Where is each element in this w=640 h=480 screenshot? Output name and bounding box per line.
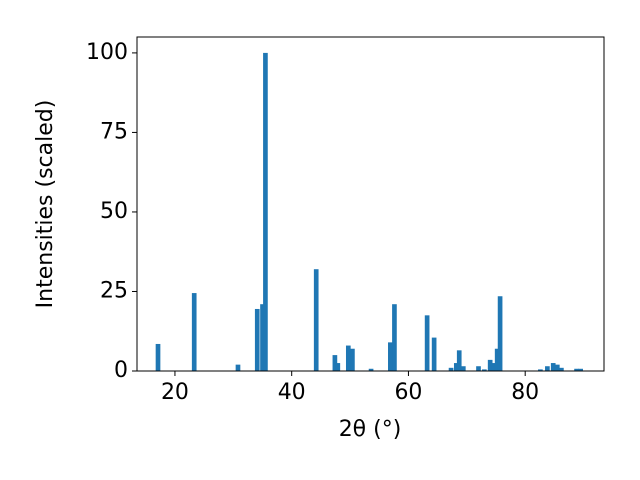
bar	[578, 368, 583, 371]
x-axis-label: 2θ (°)	[339, 417, 402, 442]
bar	[559, 367, 564, 371]
x-tick-label: 60	[394, 380, 422, 405]
bar	[494, 348, 500, 371]
bar	[431, 337, 437, 371]
bar	[460, 366, 466, 371]
bar	[545, 366, 550, 371]
y-tick-label: 50	[100, 199, 128, 224]
bar	[388, 342, 393, 371]
y-tick-label: 75	[100, 119, 128, 144]
bar	[554, 364, 560, 371]
bar	[448, 367, 454, 371]
bar	[491, 363, 497, 371]
bar	[368, 368, 374, 371]
bar	[191, 293, 197, 371]
y-tick-label: 0	[114, 358, 128, 383]
bar	[456, 350, 462, 371]
y-tick-label: 100	[86, 40, 128, 65]
y-tick-label: 25	[100, 278, 128, 303]
bar	[263, 52, 268, 372]
bar	[392, 304, 397, 371]
bar	[350, 348, 355, 371]
y-axis-label: Intensities (scaled)	[33, 100, 58, 309]
bar	[481, 369, 487, 371]
bar	[313, 269, 319, 371]
bar	[345, 345, 351, 371]
bar	[235, 364, 241, 371]
bar	[574, 368, 579, 371]
x-tick-label: 20	[161, 380, 189, 405]
bar	[155, 343, 161, 371]
bar	[260, 304, 265, 371]
bar	[538, 369, 543, 371]
bar	[254, 308, 260, 371]
bar	[424, 315, 430, 371]
plot-frame	[136, 36, 605, 372]
bar	[453, 363, 459, 371]
bar	[550, 363, 556, 371]
bar	[332, 355, 338, 371]
x-tick-label: 40	[278, 380, 306, 405]
bar	[476, 366, 481, 371]
bar	[487, 359, 493, 371]
x-tick-label: 80	[511, 380, 539, 405]
bar	[335, 363, 341, 371]
bar	[497, 296, 503, 371]
